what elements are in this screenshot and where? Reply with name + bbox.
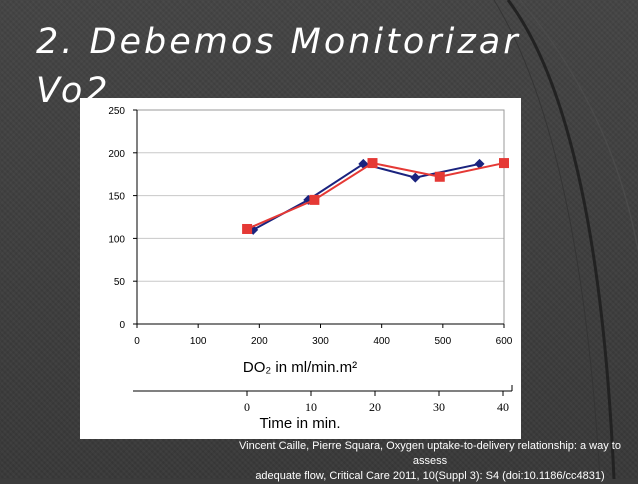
y-tick-label: 100 — [108, 234, 125, 245]
x-tick-label: 100 — [190, 336, 207, 347]
series-2-point — [242, 223, 253, 234]
tick-labels: 0 50 100 150 200 250 0 100 200 300 400 500 600 — [108, 106, 512, 347]
series-1-point — [474, 158, 485, 169]
time-tick-label: 0 — [244, 400, 250, 414]
time-tick-label: 30 — [433, 400, 445, 414]
series-1-point — [358, 158, 369, 169]
y-tick-label: 150 — [108, 192, 125, 203]
y-tick-label: 50 — [114, 277, 126, 288]
x-tick-label: 500 — [434, 336, 451, 347]
x-tick-label: 0 — [134, 336, 140, 347]
data-series — [242, 158, 509, 235]
series-2-point — [434, 171, 445, 182]
x-tick-label: 300 — [312, 336, 329, 347]
time-axis: 0 10 20 30 40 — [133, 385, 513, 414]
time-tick-label: 20 — [369, 400, 381, 414]
slide-title: 2. Debemos Monitorizar Vo2 — [36, 18, 556, 116]
series-1-point — [410, 172, 421, 183]
x-tick-label: 400 — [373, 336, 390, 347]
caption-line-1: Vincent Caille, Pierre Squara, Oxygen up… — [239, 440, 621, 467]
time-tick-label: 10 — [305, 400, 317, 414]
axes — [133, 109, 505, 328]
caption-line-2: adequate flow, Critical Care 2011, 10(Su… — [255, 470, 605, 482]
series-2-point — [499, 158, 509, 169]
x-axis-label: DO₂ in ml/min.m² — [243, 359, 357, 376]
slide-title-line-1: 2. Debemos Monitorizar — [36, 22, 521, 62]
citation-caption: Vincent Caille, Pierre Squara, Oxygen up… — [222, 439, 638, 484]
plot-frame — [136, 109, 505, 325]
y-tick-label: 0 — [119, 320, 125, 331]
series-line-1 — [252, 162, 480, 231]
chart-figure: 0 50 100 150 200 250 0 100 200 300 400 500 600 DO₂ i… — [80, 98, 521, 439]
x-tick-label: 600 — [496, 336, 513, 347]
y-tick-label: 250 — [108, 106, 125, 117]
series-2-point — [309, 194, 320, 205]
time-tick-label: 40 — [497, 400, 509, 414]
series-2-point — [367, 158, 378, 169]
x-tick-label: 200 — [251, 336, 268, 347]
y-tick-label: 200 — [108, 149, 125, 160]
time-axis-label: Time in min. — [259, 415, 340, 432]
